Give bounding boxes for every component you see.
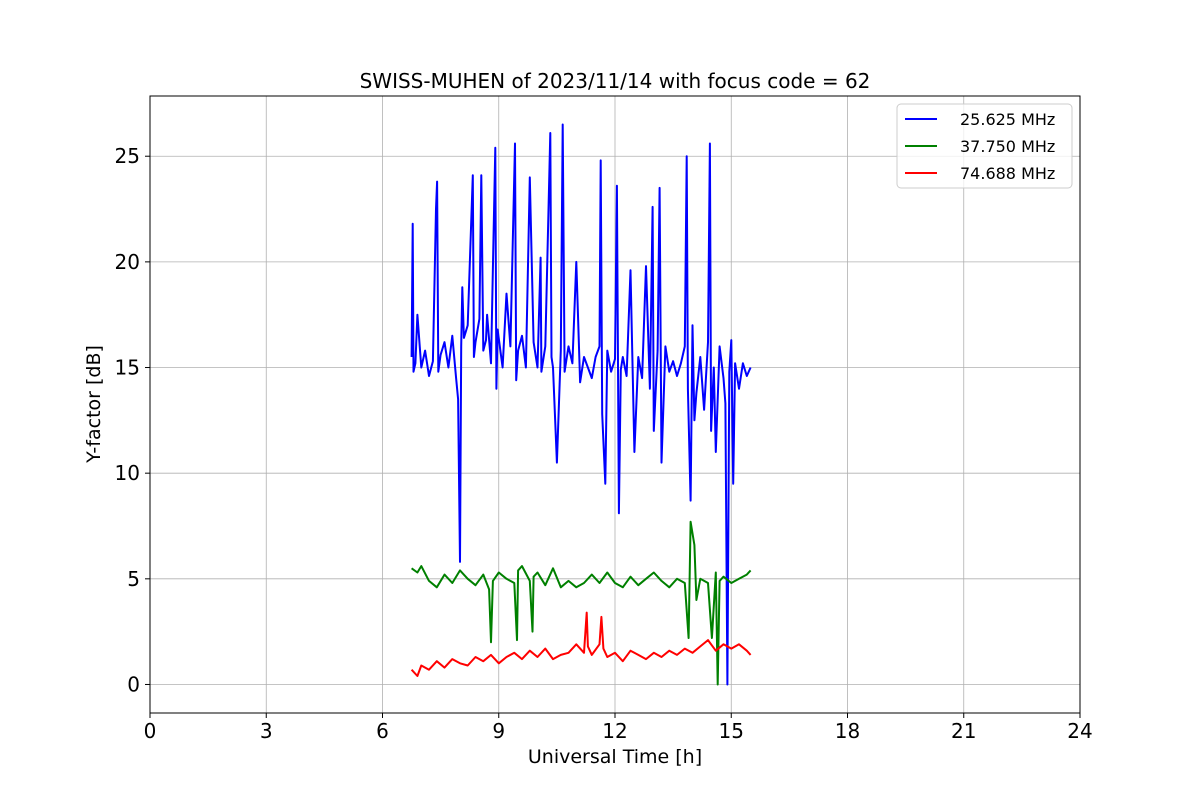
x-tick-label: 24 [1067,719,1092,743]
series-line-74-688-mhz [410,611,752,677]
y-tick-label: 25 [115,144,140,168]
x-tick-label: 15 [719,719,744,743]
y-tick-label: 10 [115,461,140,485]
y-axis-label: Y-factor [dB] [83,345,105,464]
legend-label-25-625-mhz: 25.625 MHz [960,110,1055,129]
x-tick-label: 18 [835,719,860,743]
x-axis-label: Universal Time [h] [528,746,702,768]
y-tick-label: 0 [127,672,140,696]
series-lines [410,123,752,686]
y-tick-label: 5 [127,567,140,591]
x-tick-label: 12 [602,719,627,743]
y-tick-label: 15 [115,356,140,380]
y-tick-label: 20 [115,250,140,274]
series-line-37-750-mhz [411,520,752,686]
x-tick-label: 6 [376,719,389,743]
x-tick-label: 0 [144,719,157,743]
chart-title: SWISS-MUHEN of 2023/11/14 with focus cod… [360,69,871,93]
legend-box [896,103,1073,189]
chart-legend: 25.625 MHz 37.750 MHz 74.688 MHz [896,103,1073,189]
x-tick-label: 21 [951,719,976,743]
series-line-25-625-mhz [410,123,752,686]
legend-label-74-688-mhz: 74.688 MHz [960,164,1055,183]
x-tick-label: 3 [260,719,273,743]
x-tick-label: 9 [492,719,505,743]
axis-ticks: 0 3 6 9 12 15 18 21 24 0 5 10 15 20 25 [115,144,1093,743]
legend-label-37-750-mhz: 37.750 MHz [960,137,1055,156]
